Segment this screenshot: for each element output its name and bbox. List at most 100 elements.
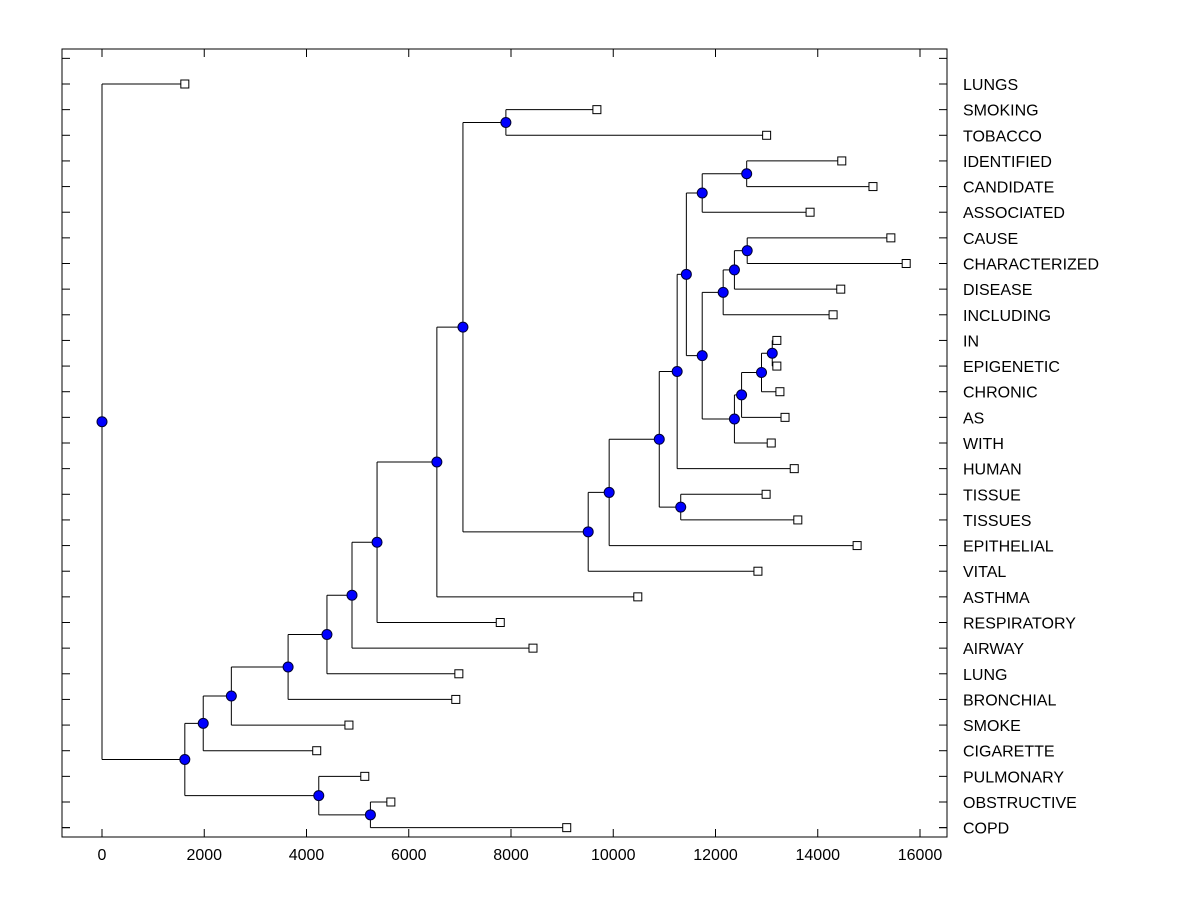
leaf-label: IDENTIFIED [963,154,1052,171]
leaf-marker [780,412,790,422]
leaf-label: LUNGS [963,77,1018,94]
leaf-marker [360,771,370,781]
merge-node [728,413,740,425]
leaf-marker [633,592,643,602]
x-tick-label: 8000 [493,847,529,864]
leaf-label: PULMONARY [963,769,1064,786]
leaf-marker [766,438,776,448]
merge-node [179,753,191,765]
merge-node [197,717,209,729]
merge-node [741,245,753,257]
leaf-label: RESPIRATORY [963,616,1076,633]
leaf-label: CANDIDATE [963,180,1054,197]
leaf-label: TOBACCO [963,128,1042,145]
merge-node [696,350,708,362]
merge-node [653,433,665,445]
y-axis-ticks [62,57,947,829]
leaf-marker [772,335,782,345]
merge-node [603,486,615,498]
merge-node [321,628,333,640]
merge-node [282,661,294,673]
leaf-marker [386,797,396,807]
leaf-marker [180,79,190,89]
merge-node [736,389,748,401]
x-tick-label: 6000 [391,847,427,864]
leaf-label: SMOKING [963,103,1039,120]
merge-node [500,116,512,128]
x-tick-label: 16000 [898,847,943,864]
leaf-label: OBSTRUCTIVE [963,795,1077,812]
leaf-marker [886,233,896,243]
leaf-marker [805,207,815,217]
plot-frame [61,48,948,838]
leaf-marker [312,746,322,756]
leaf-label: CIGARETTE [963,744,1055,761]
merge-node [671,365,683,377]
merge-node [346,589,358,601]
leaf-label: BRONCHIAL [963,692,1056,709]
leaf-marker [789,464,799,474]
leaf-label: ASSOCIATED [963,205,1065,222]
leaf-label: VITAL [963,564,1006,581]
leaf-label: AS [963,410,984,427]
leaf-marker [562,823,572,833]
leaf-label: AIRWAY [963,641,1024,658]
merge-node [582,526,594,538]
leaf-label: DISEASE [963,282,1032,299]
leaf-marker [868,182,878,192]
x-tick-label: 12000 [693,847,738,864]
leaf-marker [592,105,602,115]
leaf-marker [852,541,862,551]
leaf-label: SMOKE [963,718,1021,735]
leaf-label: TISSUES [963,513,1031,530]
merge-node [766,347,778,359]
merge-node [225,690,237,702]
leaf-marker [775,387,785,397]
merge-node [313,790,325,802]
leaf-label: CHRONIC [963,385,1038,402]
leaf-label: ASTHMA [963,590,1030,607]
dendrogram-links [101,83,907,829]
merge-node [371,536,383,548]
leaf-label: CHARACTERIZED [963,257,1099,274]
leaf-label: WITH [963,436,1004,453]
leaf-marker [344,720,354,730]
x-tick-label: 2000 [186,847,222,864]
x-tick-label: 10000 [591,847,636,864]
x-tick-label: 4000 [289,847,325,864]
leaf-label: LUNG [963,667,1007,684]
leaf-marker [762,130,772,140]
merge-node [680,268,692,280]
leaf-marker [451,694,461,704]
merge-node [364,809,376,821]
leaf-marker [753,566,763,576]
leaf-marker [828,310,838,320]
leaf-label: EPITHELIAL [963,539,1054,556]
leaf-marker [495,618,505,627]
merge-node [741,168,753,180]
leaf-labels: LUNGS SMOKING TOBACCO IDENTIFIED CANDIDATE AS… [963,77,1099,838]
leaf-marker [837,156,847,166]
merge-node [756,366,768,378]
leaf-label: EPIGENETIC [963,359,1060,376]
leaf-marker [836,284,846,294]
merge-node [96,416,108,428]
leaf-label: CAUSE [963,231,1018,248]
merge-node [717,286,729,298]
leaf-label: HUMAN [963,462,1022,479]
leaf-markers [180,79,911,833]
merge-node [431,456,443,468]
node-markers [96,116,778,821]
leaf-label: COPD [963,821,1009,838]
leaf-marker [761,489,771,499]
merge-node [696,187,708,199]
leaf-marker [454,669,464,679]
merge-node [675,501,687,513]
merge-node [728,264,740,276]
x-tick-label: 0 [98,847,107,864]
leaf-marker [772,361,782,371]
x-tick-label: 14000 [796,847,841,864]
leaf-label: TISSUE [963,487,1021,504]
leaf-label: IN [963,333,979,350]
